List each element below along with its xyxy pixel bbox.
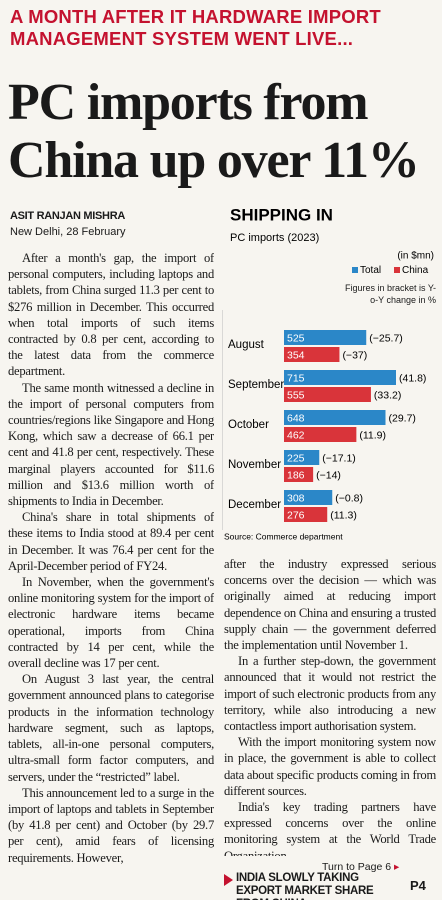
value-label: 462 <box>287 429 305 441</box>
change-label: (11.9) <box>359 429 386 441</box>
jump-text: Turn to Page 6 <box>322 861 392 873</box>
change-label: (−0.8) <box>335 492 363 504</box>
paragraph: In November, when the government's onlin… <box>8 575 214 671</box>
unit: (in $mn) <box>397 251 434 262</box>
note-box: Figures in bracket is Y-o-Y change in % <box>344 283 436 305</box>
bar <box>284 450 320 465</box>
change-label: (29.7) <box>389 412 416 424</box>
change-label: (−25.7) <box>369 332 403 344</box>
value-label: 715 <box>287 372 305 384</box>
author: ASIT RANJAN MISHRA <box>10 210 125 222</box>
category-label: December <box>228 499 281 511</box>
kicker: A MONTH AFTER IT HARDWARE IMPORT MANAGEM… <box>10 6 381 49</box>
jump-arrow: ▸ <box>394 861 400 873</box>
value-label: 648 <box>287 412 305 424</box>
category-label: October <box>228 419 269 431</box>
category-label: August <box>228 339 265 351</box>
value-label: 186 <box>287 469 305 481</box>
bar <box>284 370 396 385</box>
bar <box>284 387 371 402</box>
paragraph: After a month's gap, the import of perso… <box>8 251 214 379</box>
paragraph: after the industry expressed serious con… <box>224 557 436 653</box>
change-label: (41.8) <box>399 372 426 384</box>
value-label: 555 <box>287 389 305 401</box>
bar <box>284 490 333 505</box>
change-label: (−14) <box>316 469 341 481</box>
paragraph: In a further step-down, the government a… <box>224 654 436 734</box>
change-label: (11.3) <box>330 509 357 521</box>
paragraph: India's key trading partners have expres… <box>224 800 436 856</box>
bar <box>284 347 340 362</box>
left-column: After a month's gap, the import of perso… <box>8 250 214 892</box>
legend-label: Total <box>360 265 381 276</box>
bar <box>284 467 314 482</box>
value-label: 354 <box>287 349 305 361</box>
bar <box>284 427 357 442</box>
right-column: after the industry expressed serious con… <box>224 556 436 856</box>
bar <box>284 507 328 522</box>
legend-label: China <box>402 265 429 276</box>
paragraph: This announcement led to a surge in the … <box>8 785 214 865</box>
value-label: 525 <box>287 332 305 344</box>
arrow <box>224 874 233 886</box>
paragraph: With the import monitoring system now in… <box>224 735 436 798</box>
change-label: (−37) <box>342 349 367 361</box>
change-label: (33.2) <box>374 389 401 401</box>
value-label: 225 <box>287 452 305 464</box>
paragraph: On August 3 last year, the central gover… <box>8 672 214 784</box>
paragraph: The same month witnessed a decline in th… <box>8 380 214 509</box>
paragraph: China's share in total shipments of thes… <box>8 510 214 573</box>
bar <box>284 330 367 345</box>
category-label: November <box>228 459 281 471</box>
teaser: INDIA SLOWLY TAKING EXPORT MARKET SHARE … <box>236 872 374 900</box>
chart-subtitle: PC imports (2023) <box>230 232 319 244</box>
chart: SHIPPING IN PC imports (2023) (in $mn) F… <box>222 205 436 541</box>
legend-swatch <box>352 267 358 273</box>
value-label: 276 <box>287 509 305 521</box>
source: Source: Commerce department <box>224 531 343 541</box>
dateline: New Delhi, 28 February <box>10 226 126 238</box>
category-label: September <box>228 379 284 391</box>
page-number: P4 <box>410 878 426 893</box>
headline: PC imports from China up over 11% <box>8 74 420 189</box>
bar <box>284 410 386 425</box>
change-label: (−17.1) <box>322 452 356 464</box>
teaser-arrow <box>224 874 233 886</box>
chart-title: SHIPPING IN <box>230 205 333 224</box>
legend-swatch <box>394 267 400 273</box>
jump-line: Turn to Page 6 ▸ <box>322 861 399 873</box>
value-label: 308 <box>287 492 305 504</box>
note: Figures in bracket is Y-o-Y change in % <box>344 283 436 305</box>
